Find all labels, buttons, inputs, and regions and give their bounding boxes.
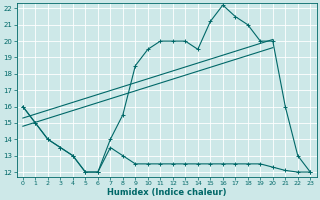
X-axis label: Humidex (Indice chaleur): Humidex (Indice chaleur): [107, 188, 226, 197]
